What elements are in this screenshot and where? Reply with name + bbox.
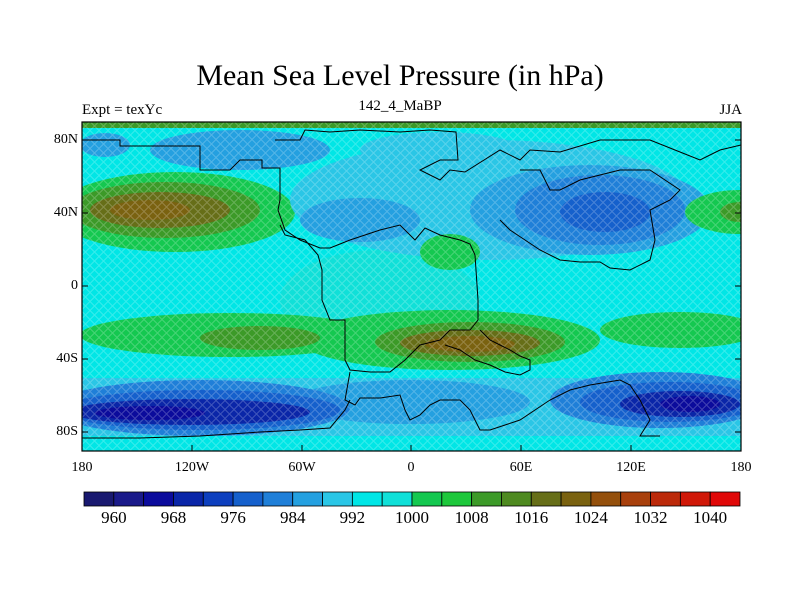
pressure-field bbox=[82, 122, 741, 451]
lon-tick-label: 120E bbox=[616, 460, 646, 475]
season-label: JJA bbox=[719, 102, 742, 118]
lon-tick-label: 0 bbox=[407, 460, 415, 475]
colorbar-label: 992 bbox=[339, 508, 366, 527]
south-continent-coastline bbox=[444, 329, 531, 376]
colorbar-label: 960 bbox=[101, 508, 127, 527]
colorbar-label: 1024 bbox=[573, 508, 608, 527]
colorbar-label: 1016 bbox=[514, 508, 549, 527]
lat-tick-label: 80N bbox=[53, 132, 78, 147]
lon-tick-label: 60W bbox=[288, 460, 316, 475]
north-america-coastline bbox=[82, 139, 479, 373]
lat-tick-label: 80S bbox=[56, 424, 78, 439]
coastlines bbox=[82, 129, 741, 439]
colorbar-label: 1000 bbox=[395, 508, 429, 527]
colorbar-label: 1032 bbox=[633, 508, 668, 527]
colorbar-label: 984 bbox=[279, 508, 306, 527]
antarctic-coastline bbox=[82, 399, 351, 439]
asia-coastline bbox=[275, 129, 741, 181]
lon-tick-label: 60E bbox=[509, 460, 533, 475]
lat-tick-label: 0 bbox=[71, 278, 78, 293]
colorbar-label: 968 bbox=[160, 508, 187, 527]
colorbar-label: 976 bbox=[220, 508, 246, 527]
south-continent-coastline bbox=[344, 371, 660, 437]
lat-tick-label: 40S bbox=[56, 351, 78, 366]
lon-tick-label: 180 bbox=[71, 460, 93, 475]
lat-tick-label: 40N bbox=[53, 205, 78, 220]
cell-texture bbox=[82, 122, 741, 451]
time-period-label: 142_4_MaBP bbox=[358, 98, 442, 114]
lon-tick-label: 180 bbox=[730, 460, 752, 475]
lon-tick-label: 120W bbox=[174, 460, 210, 475]
experiment-label: Expt = texYc bbox=[82, 102, 163, 118]
colorbar-label: 1040 bbox=[693, 508, 728, 527]
asia-coastline bbox=[499, 169, 681, 271]
colorbar-label: 1008 bbox=[454, 508, 489, 527]
lat-ticks bbox=[82, 139, 741, 433]
lon-ticks bbox=[81, 445, 742, 451]
map-title: Mean Sea Level Pressure (in hPa) bbox=[196, 59, 604, 92]
